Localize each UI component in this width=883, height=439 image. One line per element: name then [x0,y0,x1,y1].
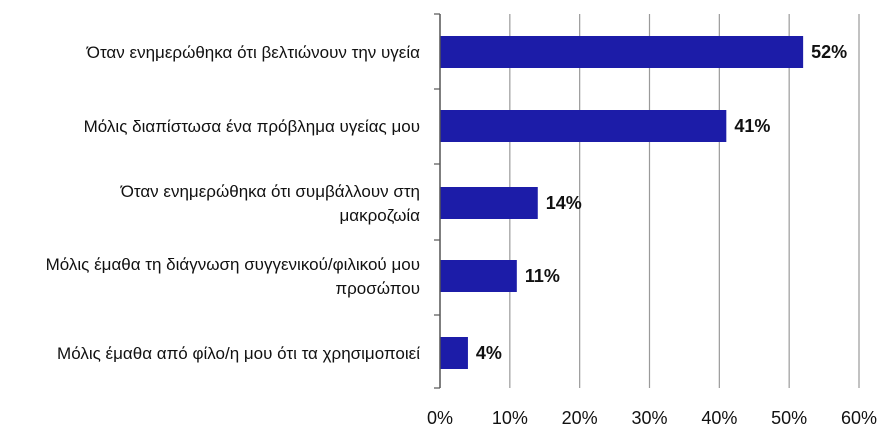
x-tick-label-0: 0% [427,408,453,428]
bar-3 [440,260,517,292]
category-label-2-line-0: Όταν ενημερώθηκα ότι συμβάλλουν στη [120,182,420,201]
bar-1 [440,110,727,142]
x-tick-label-10: 10% [492,408,528,428]
data-label-2: 14% [546,193,582,213]
category-label-1: Μόλις διαπίστωσα ένα πρόβλημα υγείας μου [84,117,420,136]
x-tick-label-30: 30% [631,408,667,428]
data-label-4: 4% [476,343,502,363]
category-label-0: Όταν ενημερώθηκα ότι βελτιώνουν την υγεί… [86,43,420,62]
category-label-3-line-0: Μόλις έμαθα τη διάγνωση συγγενικού/φιλικ… [46,255,420,274]
x-tick-label-60: 60% [841,408,877,428]
bar-4 [440,337,468,369]
data-label-3: 11% [525,266,560,286]
labels: 52% 41% 14% 11% 4% Όταν ενημερώθηκα ότι βελτι… [46,42,877,428]
x-tick-label-20: 20% [562,408,598,428]
category-label-4: Μόλις έμαθα από φίλο/η μου ότι τα χρησιμ… [57,344,420,363]
bars [440,36,804,369]
axes [434,13,441,389]
x-tick-label-40: 40% [701,408,737,428]
data-label-1: 41% [734,116,770,136]
category-label-3-line-1: προσώπου [335,279,420,298]
data-label-0: 52% [811,42,847,62]
grid-lines [509,14,860,388]
x-tick-label-50: 50% [771,408,807,428]
bar-0 [440,36,804,68]
category-label-2-line-1: μακροζωία [340,206,421,225]
bar-2 [440,187,538,219]
